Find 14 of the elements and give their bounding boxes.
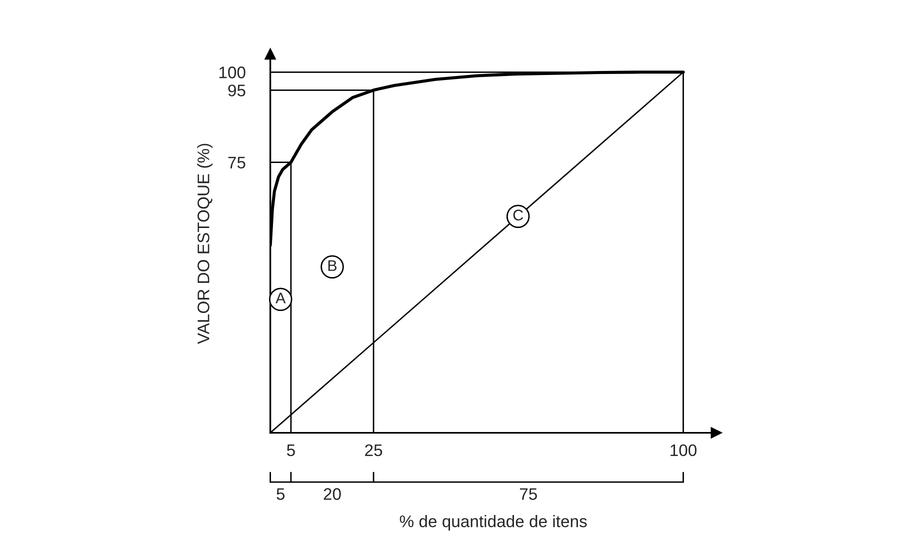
annotation: C [513,210,524,220]
annotation: B [328,260,337,271]
x-tick-label: 25 [365,444,382,456]
y-tick-label: 75 [228,156,246,169]
y-tick-label: 100 [219,66,246,78]
x-tick-label: 100 [670,444,697,456]
text: 75 [520,488,537,500]
y-tick-label: 95 [228,84,246,96]
annotation: A [276,292,286,304]
x-tick-label: 5 [286,444,295,456]
text: 5 [276,488,285,500]
y-axis-title: VALOR DO ESTOQUE (%) [197,144,213,344]
text: 20 [324,488,341,500]
x-axis-title: % de quantidade de itens [400,515,587,531]
